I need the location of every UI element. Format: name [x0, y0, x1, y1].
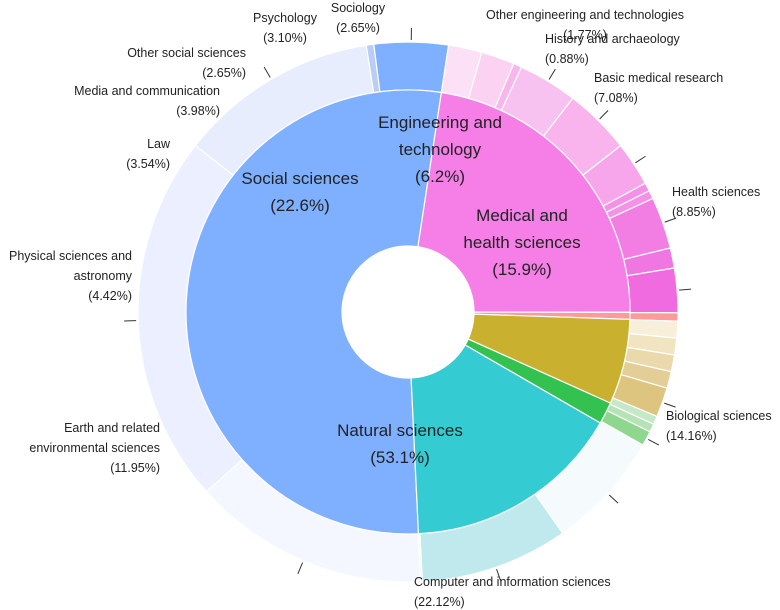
leader-law [548, 68, 556, 80]
inner-label-engineering-line-1: Engineering and [378, 113, 502, 132]
outer-label-basic-medical-research-line-2: (7.08%) [594, 91, 638, 105]
outer-label-other-social-sciences-line-1: Other social sciences [127, 46, 246, 60]
outer-label-other-engineering-and-technologies-line-1: Other engineering and technologies [486, 8, 684, 22]
inner-labels: Natural sciences (53.1%) Social sciences (2… [241, 113, 580, 467]
outer-label-computer-and-information-sciences-line-2: (22.12%) [414, 595, 465, 609]
inner-label-social-line-2: (22.6%) [270, 196, 330, 215]
outer-label-other-social-sciences-line-2: (2.65%) [202, 66, 246, 80]
leader-earth-and-related-environmental-sciences [263, 66, 271, 78]
outer-label-earth-and-related-environmental-sciences-line-3: (11.95%) [110, 461, 160, 475]
inner-label-medical-line-2: health sciences [463, 233, 580, 252]
outer-label-history-and-archaeology-line-2: (0.88%) [545, 52, 589, 66]
outer-label-physical-sciences-and-astronomy-line-2: astronomy [74, 269, 133, 283]
leader-other-social-sciences [635, 155, 646, 164]
outer-label-sociology-line-1: Sociology [331, 1, 386, 15]
outer-label-biological-sciences-line-2: (14.16%) [666, 429, 717, 443]
inner-label-engineering-line-2: technology [399, 140, 482, 159]
leader-other-engineering-and-technologies [664, 402, 676, 408]
leader-basic-medical-research [608, 494, 619, 504]
inner-label-medical-line-1: Medical and [476, 206, 568, 225]
outer-label-health-sciences-line-2: (8.85%) [672, 205, 716, 219]
leader-media-and-communication [599, 110, 609, 120]
leader-psychology [664, 217, 677, 223]
leader-health-sciences [496, 569, 501, 581]
outer-label-computer-and-information-sciences-line-1: Computer and information sciences [414, 575, 611, 589]
outer-label-biological-sciences-line-1: Biological sciences [666, 409, 772, 423]
outer-label-media-and-communication-line-1: Media and communication [74, 84, 220, 98]
inner-label-medical-line-3: (15.9%) [492, 260, 552, 279]
center-circle [342, 246, 474, 378]
outer-label-other-engineering-and-technologies-line-2: (1.77%) [563, 28, 607, 42]
outer-label-health-sciences-line-1: Health sciences [672, 185, 760, 199]
inner-label-engineering-line-3: (6.2%) [415, 167, 465, 186]
center-hole [342, 246, 474, 378]
inner-label-natural-line-2: (53.1%) [370, 448, 430, 467]
leader-history-and-archaeology [648, 439, 660, 446]
outer-segment-sociology[interactable] [626, 267, 679, 314]
outer-label-media-and-communication-line-2: (3.98%) [176, 104, 220, 118]
outer-label-history-and-archaeology-line-1: History and archaeology [545, 32, 681, 46]
outer-label-law-line-2: (3.54%) [126, 157, 170, 171]
leader-biological-sciences [297, 562, 303, 574]
inner-ring [185, 89, 631, 535]
leader-sociology [679, 288, 692, 291]
outer-label-earth-and-related-environmental-sciences-line-1: Earth and related [64, 421, 160, 435]
outer-ring [137, 41, 679, 583]
outer-labels: Biological sciences (14.16%) Computer and … [9, 1, 772, 609]
outer-label-physical-sciences-and-astronomy-line-3: (4.42%) [88, 289, 132, 303]
outer-segment-physical-sciences-and-astronomy[interactable] [373, 41, 450, 94]
inner-label-natural-line-1: Natural sciences [337, 421, 463, 440]
outer-label-psychology-line-2: (3.10%) [263, 31, 307, 45]
outer-label-law-line-1: Law [147, 137, 171, 151]
leader-lines [124, 28, 692, 581]
outer-label-basic-medical-research-line-1: Basic medical research [594, 71, 723, 85]
inner-label-social-line-1: Social sciences [241, 169, 358, 188]
outer-label-physical-sciences-and-astronomy-line-1: Physical sciences and [9, 249, 132, 263]
outer-label-sociology-line-2: (2.65%) [336, 21, 380, 35]
outer-label-psychology-line-1: Psychology [253, 11, 318, 25]
outer-label-earth-and-related-environmental-sciences-line-2: environmental sciences [29, 441, 160, 455]
